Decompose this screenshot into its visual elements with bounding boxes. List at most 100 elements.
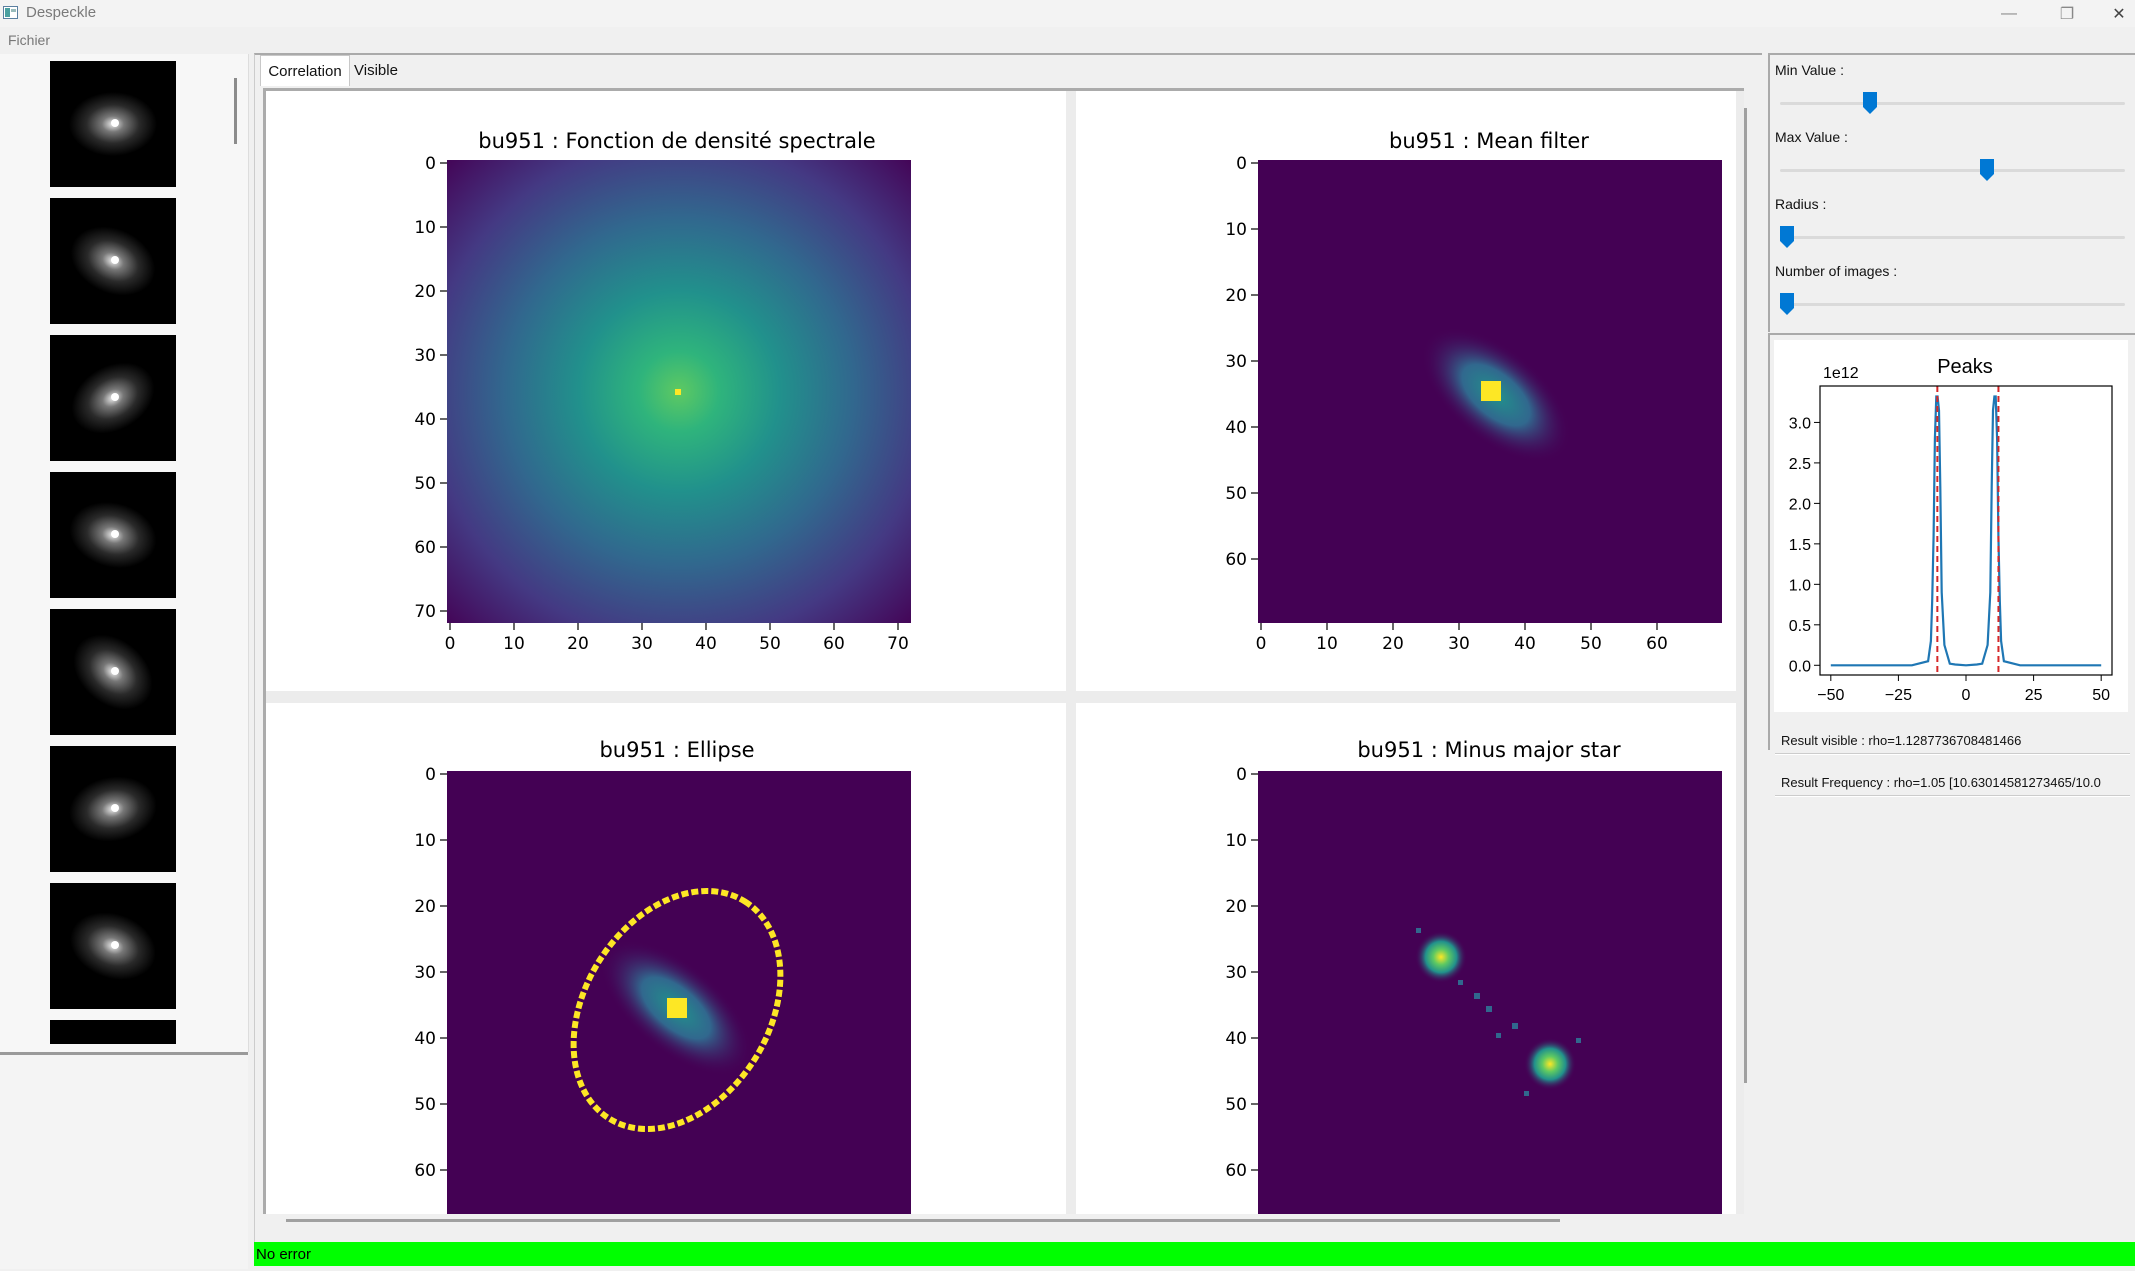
close-button[interactable]: ✕ xyxy=(2112,5,2126,23)
x-tick-label: 0 xyxy=(1962,687,1971,704)
y-tick-label: 20 xyxy=(1225,286,1247,306)
y-tick-label: 2.5 xyxy=(1789,456,1811,473)
speckle-thumbnail[interactable] xyxy=(50,335,176,461)
y-tick-label: 10 xyxy=(1225,831,1247,851)
panel-splitter[interactable] xyxy=(0,1052,248,1055)
image-list-scrollbar[interactable] xyxy=(234,78,237,144)
slider-label: Radius : xyxy=(1775,196,1827,212)
companion-star-b xyxy=(1524,1038,1576,1090)
peaks-panel xyxy=(1768,333,2135,750)
y-tick-label: 50 xyxy=(1225,1095,1247,1115)
x-tick-label: 40 xyxy=(1514,634,1536,654)
center-peak xyxy=(667,998,687,1018)
x-tick-label: 40 xyxy=(695,634,717,654)
x-tick-label: −25 xyxy=(1885,687,1912,704)
minimize-button[interactable]: — xyxy=(2001,4,2017,22)
x-tick-label: 30 xyxy=(1448,634,1470,654)
slider-track[interactable] xyxy=(1780,169,2125,172)
speckle-thumbnail[interactable] xyxy=(50,1020,176,1044)
x-tick-label: 60 xyxy=(823,634,845,654)
slider-handle[interactable] xyxy=(1779,226,1794,248)
y-tick-label: 30 xyxy=(1225,352,1247,372)
slider-track[interactable] xyxy=(1780,236,2125,239)
result-visible: Result visible : rho=1.1287736708481466 xyxy=(1775,728,2130,754)
speckle-thumbnail[interactable] xyxy=(50,61,176,187)
figure-title: bu951 : Ellipse xyxy=(599,738,754,762)
x-tick-label: 20 xyxy=(567,634,589,654)
y-tick-label: 0.0 xyxy=(1789,658,1811,675)
y-tick-label: 50 xyxy=(414,1095,436,1115)
tab-visible[interactable]: Visible xyxy=(354,61,398,79)
menu-fichier[interactable]: Fichier xyxy=(8,32,51,48)
y-tick-label: 50 xyxy=(414,474,436,494)
x-tick-label: 0 xyxy=(445,634,456,654)
y-tick-label: 30 xyxy=(1225,963,1247,983)
figure-ellipse: bu951 : Ellipse 0 10 20 30 40 50 60 xyxy=(266,703,1066,1214)
figure-mean-filter: bu951 : Mean filter 0 10 20 30 40 50 60 0 10 20 30… xyxy=(1076,91,1736,691)
result-frequency: Result Frequency : rho=1.05 [10.63014581… xyxy=(1775,770,2130,796)
y-tick-label: 10 xyxy=(414,831,436,851)
plot-horizontal-scrollbar[interactable] xyxy=(286,1219,1560,1222)
window-title: Despeckle xyxy=(26,4,97,21)
y-tick-label: 40 xyxy=(414,1029,436,1049)
figure-spectral-density: bu951 : Fonction de densité spectrale 0 1… xyxy=(266,91,1066,691)
y-tick-label: 1.5 xyxy=(1789,537,1811,554)
lower-left-panel xyxy=(0,1055,248,1269)
y-tick-label: 2.0 xyxy=(1789,496,1811,513)
slider-handle[interactable] xyxy=(1779,293,1794,315)
x-tick-label: 10 xyxy=(503,634,525,654)
figure-title: bu951 : Minus major star xyxy=(1357,738,1621,762)
x-tick-label: 10 xyxy=(1316,634,1338,654)
center-peak xyxy=(675,389,681,395)
x-tick-label: 50 xyxy=(1580,634,1602,654)
plot-frame xyxy=(1819,385,2113,676)
speckle-thumbnail[interactable] xyxy=(50,883,176,1009)
slider-group xyxy=(1768,53,2135,332)
plot-vertical-scrollbar[interactable] xyxy=(1744,108,1747,1083)
figure-minus-major-star: bu951 : Minus major star 0 10 20 30 40 50 60 xyxy=(1076,703,1736,1214)
menu-bar xyxy=(0,27,2135,51)
y-tick-label: 30 xyxy=(414,346,436,366)
slider-handle[interactable] xyxy=(1980,159,1994,181)
y-tick-label: 20 xyxy=(1225,897,1247,917)
y-tick-label: 30 xyxy=(414,963,436,983)
slider-track[interactable] xyxy=(1780,303,2125,306)
speckle-thumbnail[interactable] xyxy=(50,746,176,872)
companion-star-a xyxy=(1415,931,1467,983)
y-tick-label: 20 xyxy=(414,897,436,917)
slider-label: Min Value : xyxy=(1775,62,1844,78)
y-tick-label: 40 xyxy=(1225,418,1247,438)
speckle-thumbnail[interactable] xyxy=(50,609,176,735)
speckle-thumbnail[interactable] xyxy=(50,198,176,324)
y-tick-label: 0 xyxy=(425,154,436,174)
fitted-ellipse xyxy=(570,888,784,1132)
y-tick-label: 1.0 xyxy=(1789,577,1811,594)
x-tick-label: 70 xyxy=(887,634,909,654)
y-tick-label: 70 xyxy=(414,602,436,622)
speckle-thumbnail[interactable] xyxy=(50,472,176,598)
y-tick-label: 60 xyxy=(1225,1161,1247,1181)
x-tick-label: 0 xyxy=(1256,634,1267,654)
title-bar xyxy=(0,0,2135,27)
y-tick-label: 60 xyxy=(414,1161,436,1181)
heatmap xyxy=(1258,771,1722,1214)
y-multiplier: 1e12 xyxy=(1823,365,1859,382)
y-tick-label: 60 xyxy=(414,538,436,558)
slider-track[interactable] xyxy=(1780,102,2125,105)
slider-label: Max Value : xyxy=(1775,129,1848,145)
figure-title: bu951 : Mean filter xyxy=(1389,129,1589,153)
x-tick-label: 20 xyxy=(1382,634,1404,654)
x-tick-label: −50 xyxy=(1817,687,1844,704)
y-tick-label: 40 xyxy=(1225,1029,1247,1049)
y-tick-label: 20 xyxy=(414,282,436,302)
x-tick-label: 50 xyxy=(759,634,781,654)
noise-pixels xyxy=(1416,928,1581,1096)
slider-handle[interactable] xyxy=(1862,92,1877,114)
x-tick-label: 50 xyxy=(2092,687,2110,704)
x-tick-label: 30 xyxy=(631,634,653,654)
y-tick-label: 0.5 xyxy=(1789,618,1811,635)
maximize-button[interactable]: ❐ xyxy=(2059,5,2075,23)
y-tick-label: 0 xyxy=(1236,154,1247,174)
y-tick-label: 10 xyxy=(414,218,436,238)
tab-correlation[interactable]: Correlation xyxy=(260,55,350,86)
